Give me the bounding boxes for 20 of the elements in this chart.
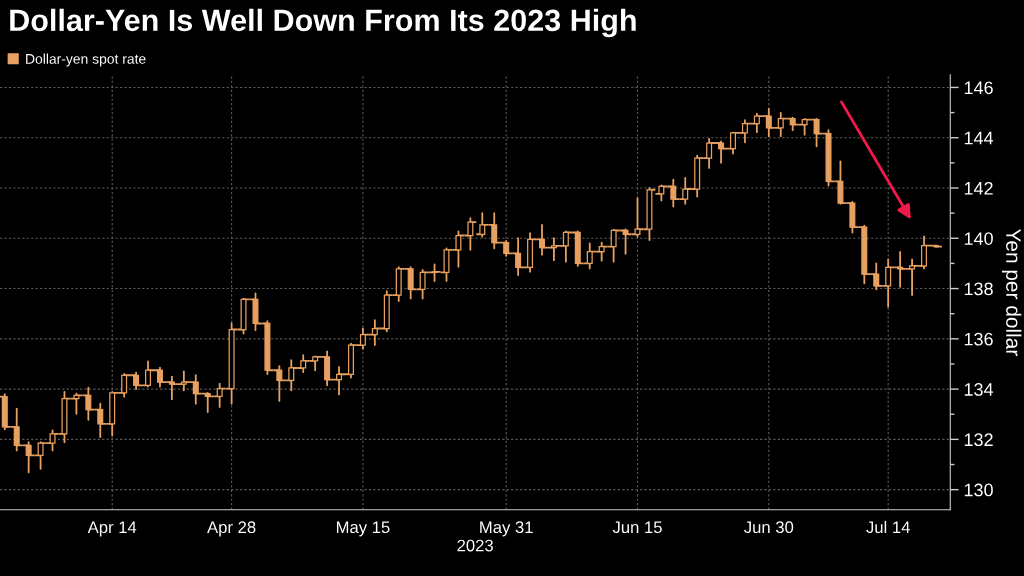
legend-label: Dollar-yen spot rate — [26, 53, 146, 67]
y-tick-label: 140 — [964, 232, 993, 245]
y-tick-label: 136 — [964, 332, 993, 346]
y-tick-label: 138 — [964, 282, 993, 296]
y-tick-label: 130 — [964, 483, 993, 497]
x-tick-label: Jul 14 — [866, 520, 910, 534]
y-tick-label: 132 — [964, 433, 993, 447]
x-tick-label: May 31 — [480, 521, 533, 537]
y-tick-label: 144 — [964, 131, 994, 145]
x-tick-label: May 15 — [336, 521, 390, 537]
x-tick-label: Jun 15 — [612, 521, 662, 534]
chart-title: Dollar-Yen Is Well Down From Its 2023 High — [10, 8, 636, 38]
y-tick-label: 142 — [964, 181, 993, 195]
y-axis-title: Yen per dollar — [1001, 228, 1022, 356]
y-tick-label: 146 — [964, 81, 993, 95]
y-tick-label: 134 — [964, 383, 994, 396]
x-tick-label: Apr 14 — [87, 521, 137, 537]
x-tick-label: Jun 30 — [744, 521, 794, 534]
x-axis-title: 2023 — [457, 539, 493, 552]
x-tick-label: Apr 28 — [207, 521, 256, 537]
